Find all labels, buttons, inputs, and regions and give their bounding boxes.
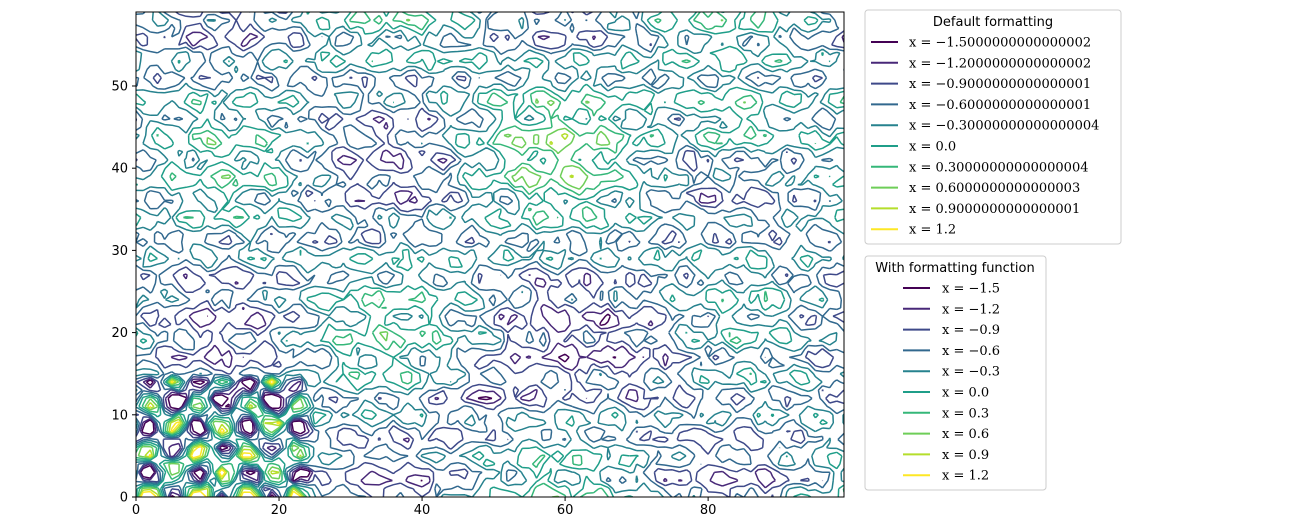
legend-label: x = −1.2 xyxy=(942,302,1000,317)
y-axis: 0 10 20 30 40 50 xyxy=(111,79,136,506)
x-tick-label: 60 xyxy=(557,503,574,518)
legend-label: x = −0.9 xyxy=(942,323,1000,338)
contour-level-2 xyxy=(136,12,844,497)
legend-label: x = 0.0 xyxy=(909,140,956,155)
y-tick-label: 30 xyxy=(111,244,128,259)
contour-level-9 xyxy=(140,379,302,497)
legend-title: With formatting function xyxy=(875,261,1034,276)
legend-label: x = 0.0 xyxy=(942,386,989,401)
legend-frame xyxy=(864,9,1122,245)
legend-label: x = 0.30000000000000004 xyxy=(909,160,1089,175)
contour-level-5 xyxy=(136,12,844,497)
legend-label: x = −0.6 xyxy=(942,344,1000,359)
legend-label: x = 0.6 xyxy=(942,427,989,442)
contour-level-3 xyxy=(136,12,844,497)
legend-label: x = −0.9000000000000001 xyxy=(909,77,1091,92)
legend-label: x = 1.2 xyxy=(909,223,956,238)
legend-label: x = −1.5 xyxy=(942,282,1000,297)
legend-label: x = −0.6000000000000001 xyxy=(909,98,1091,113)
y-tick-label: 10 xyxy=(111,408,128,423)
y-tick-label: 0 xyxy=(120,491,128,506)
contour-level-6 xyxy=(136,12,844,497)
x-tick-label: 20 xyxy=(271,503,288,518)
contour-level-0 xyxy=(139,313,617,497)
plot-frame xyxy=(135,11,845,498)
x-tick-label: 40 xyxy=(414,503,431,518)
legends: Default formatting x = −1.500000000000000… xyxy=(864,9,1122,491)
contour-level-4 xyxy=(136,12,844,497)
legend-label: x = −1.2000000000000002 xyxy=(909,56,1091,71)
legend-0: Default formatting x = −1.500000000000000… xyxy=(864,9,1122,245)
legend-label: x = 1.2 xyxy=(942,469,989,484)
legend-title: Default formatting xyxy=(933,15,1053,30)
y-tick-label: 40 xyxy=(111,162,128,177)
y-tick-label: 50 xyxy=(111,79,128,94)
legend-frame xyxy=(864,255,1047,491)
x-axis: 0 20 40 60 80 xyxy=(132,497,717,518)
legend-label: x = −0.3 xyxy=(942,365,1000,380)
legend-label: x = 0.9000000000000001 xyxy=(909,202,1080,217)
contour-level-7 xyxy=(137,18,746,497)
contour-level-1 xyxy=(138,31,844,497)
contour-lines xyxy=(136,12,844,497)
legend-label: x = 0.3 xyxy=(942,406,989,421)
x-tick-label: 0 xyxy=(132,503,140,518)
legend-label: x = −0.30000000000000004 xyxy=(909,119,1099,134)
legend-1: With formatting function x = −1.5 x = −1.2… xyxy=(864,255,1047,491)
legend-label: x = 0.9 xyxy=(942,448,989,463)
y-tick-label: 20 xyxy=(111,326,128,341)
legend-label: x = 0.6000000000000003 xyxy=(909,181,1080,196)
x-tick-label: 80 xyxy=(700,503,717,518)
legend-label: x = −1.5000000000000002 xyxy=(909,36,1091,51)
